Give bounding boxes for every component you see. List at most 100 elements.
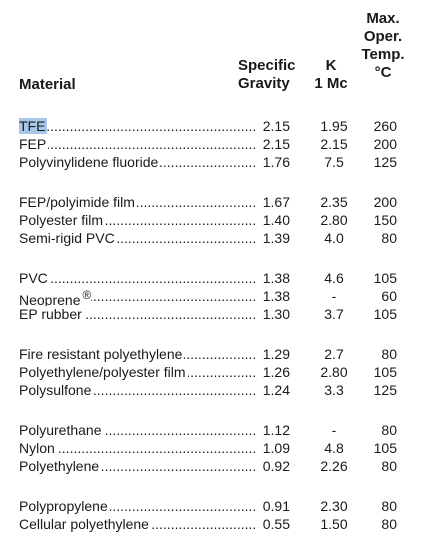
group-spacer (0, 171, 427, 193)
header-material: Material (19, 76, 76, 94)
k-value-cell: 3.3 (324, 382, 344, 398)
max-temp-cell: 105 (373, 440, 397, 456)
specific-gravity-cell: 1.29 (256, 345, 290, 363)
material-name: Polysulfone (19, 382, 94, 398)
specific-gravity-cell: 1.09 (256, 439, 290, 457)
table-row: Polyethylene 0.92 2.26 80 (0, 457, 427, 475)
material-cell: Nylon (19, 439, 256, 457)
header-k: K 1 Mc (311, 57, 351, 93)
table-row: Polyethylene/polyester film 1.26 2.80 105 (0, 363, 427, 381)
table-row: EP rubber 1.30 3.7 105 (0, 305, 427, 323)
k-value-cell: 1.95 (320, 118, 348, 134)
specific-gravity-cell: 1.39 (256, 229, 290, 247)
k-value-cell: 2.80 (320, 364, 348, 380)
table-row: PVC 1.38 4.6 105 (0, 269, 427, 287)
material-name: TFE (19, 118, 48, 134)
specific-gravity-cell: 1.12 (256, 421, 290, 439)
table-row: Fire resistant polyethylene 1.29 2.7 80 (0, 345, 427, 363)
k-value-cell: 2.30 (320, 498, 348, 514)
specific-gravity-cell: 0.91 (256, 497, 290, 515)
max-temp-cell: 105 (373, 306, 397, 322)
k-value-cell: 2.80 (320, 212, 348, 228)
max-temp-cell: 260 (373, 118, 397, 134)
k-value-cell: 3.7 (324, 306, 344, 322)
table-row: Polysulfone 1.24 3.3 125 (0, 381, 427, 399)
material-name: EP rubber (19, 306, 84, 322)
header-temp-line3: Temp. (361, 46, 405, 63)
header-k-line1: K (325, 57, 337, 74)
material-cell: PVC (19, 269, 256, 287)
max-temp-cell: 80 (381, 230, 397, 246)
max-temp-cell: 105 (373, 270, 397, 286)
specific-gravity-cell: 1.38 (256, 269, 290, 287)
material-cell: TFE (19, 117, 256, 135)
k-value-cell: 4.8 (324, 440, 344, 456)
material-name: Polyethylene (19, 458, 102, 474)
max-temp-cell: 105 (373, 364, 397, 380)
group-spacer (0, 323, 427, 345)
group-spacer (0, 475, 427, 497)
header-sg-line1: Specific (238, 57, 296, 74)
specific-gravity-cell: 1.67 (256, 193, 290, 211)
specific-gravity-cell: 2.15 (256, 135, 290, 153)
header-temp-line1: Max. (366, 10, 400, 27)
max-temp-cell: 125 (373, 154, 397, 170)
material-cell: Polyethylene (19, 457, 256, 475)
k-value-cell: 4.0 (324, 230, 344, 246)
material-name: Nylon (19, 440, 57, 456)
material-cell: Polypropylene (19, 497, 256, 515)
material-cell: Polyvinylidene fluoride (19, 153, 256, 171)
max-temp-cell: 200 (373, 194, 397, 210)
material-cell: Polyester film (19, 211, 256, 229)
specific-gravity-cell: 1.26 (256, 363, 290, 381)
material-name: FEP (19, 136, 49, 152)
header-specific-gravity: Specific Gravity (238, 57, 296, 93)
specific-gravity-cell: 1.40 (256, 211, 290, 229)
material-name: Semi-rigid PVC (19, 230, 117, 246)
material-cell: Cellular polyethylene (19, 515, 256, 533)
material-cell: Polyurethane (19, 421, 256, 439)
material-cell: FEP/polyimide film (19, 193, 256, 211)
table-row: Semi-rigid PVC 1.39 4.0 80 (0, 229, 427, 247)
k-value-cell: - (331, 288, 337, 304)
material-cell: EP rubber (19, 305, 256, 323)
max-temp-cell: 150 (373, 212, 397, 228)
max-temp-cell: 80 (381, 346, 397, 362)
table-row: Polyurethane 1.12 - 80 (0, 421, 427, 439)
specific-gravity-cell: 0.92 (256, 457, 290, 475)
material-name: PVC (19, 270, 50, 286)
specific-gravity-cell: 0.55 (256, 515, 290, 533)
material-cell: Polysulfone (19, 381, 256, 399)
k-value-cell: 2.26 (320, 458, 348, 474)
material-cell: Neoprene ® (19, 287, 256, 309)
registered-mark: ® (82, 289, 92, 302)
table-row: Polyester film 1.40 2.80 150 (0, 211, 427, 229)
table-row: FEP 2.15 2.15 200 (0, 135, 427, 153)
material-name: Polypropylene (19, 498, 110, 514)
material-name: FEP/polyimide film (19, 194, 137, 210)
header-temp-line2: Oper. (363, 28, 403, 45)
max-temp-cell: 200 (373, 136, 397, 152)
table-row: Polypropylene 0.91 2.30 80 (0, 497, 427, 515)
header-temp-line4: °C (374, 64, 392, 81)
header-sg-line2: Gravity (238, 75, 290, 92)
max-temp-cell: 80 (381, 516, 397, 532)
table-row: Polyvinylidene fluoride 1.76 7.5 125 (0, 153, 427, 171)
group-spacer (0, 247, 427, 269)
max-temp-cell: 80 (381, 498, 397, 514)
material-name: Polyester film (19, 212, 106, 228)
specific-gravity-cell: 1.38 (256, 287, 290, 305)
table-row: TFE 2.15 1.95 260 (0, 117, 427, 135)
k-value-cell: 2.15 (320, 136, 348, 152)
specific-gravity-cell: 1.24 (256, 381, 290, 399)
material-name: Neoprene (19, 291, 83, 308)
table-row: FEP/polyimide film 1.67 2.35 200 (0, 193, 427, 211)
specific-gravity-cell: 1.30 (256, 305, 290, 323)
k-value-cell: 2.35 (320, 194, 348, 210)
material-name: Polyurethane (19, 422, 104, 438)
material-name: Polyethylene/polyester film (19, 364, 188, 380)
max-temp-cell: 80 (381, 458, 397, 474)
max-temp-cell: 125 (373, 382, 397, 398)
